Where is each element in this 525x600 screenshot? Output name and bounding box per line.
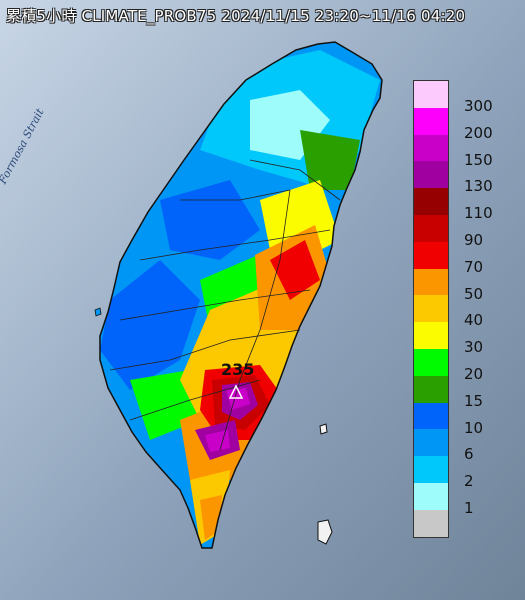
legend-label: 15 (464, 391, 484, 410)
legend-label: 90 (464, 230, 484, 249)
legend-swatch (414, 509, 448, 537)
peak-marker-icon (228, 384, 244, 399)
legend-label: 10 (464, 418, 484, 437)
legend-swatch (414, 161, 448, 189)
legend-swatch (414, 402, 448, 430)
legend-label: 20 (464, 364, 484, 383)
legend-swatch (414, 295, 448, 323)
legend-label: 150 (464, 150, 493, 169)
legend-swatch (414, 348, 448, 376)
legend-swatch (414, 188, 448, 215)
legend-label: 2 (464, 472, 474, 491)
legend-swatch (414, 107, 448, 135)
legend-swatch (414, 375, 448, 403)
legend-swatch (414, 134, 448, 162)
legend-swatch (414, 429, 448, 457)
legend-swatch (414, 81, 448, 108)
offshore-islands (94, 307, 333, 545)
map-title: 累積5小時 CLIMATE_PROB75 2024/11/15 23:20~11… (6, 7, 466, 25)
legend-swatch (414, 322, 448, 349)
legend-swatch (414, 214, 448, 242)
legend-label: 6 (464, 445, 474, 464)
legend-swatch (414, 268, 448, 296)
legend-label: 200 (464, 123, 493, 142)
legend-label: 50 (464, 284, 484, 303)
legend-swatch (414, 241, 448, 269)
legend-labels: 300 200 150 130 110 90 70 50 40 30 20 15 10 6 2 1 (464, 93, 493, 522)
legend-label: 1 (464, 498, 474, 517)
island-outline (99, 41, 383, 549)
legend-color-bar (413, 80, 449, 538)
legend-label: 130 (464, 177, 493, 196)
legend-label: 70 (464, 257, 484, 276)
legend-label: 40 (464, 311, 484, 330)
legend-swatch (414, 456, 448, 483)
legend-label: 30 (464, 338, 484, 357)
legend-label: 110 (464, 204, 493, 223)
legend-swatch (414, 482, 448, 510)
peak-value-label: 235 (221, 360, 255, 379)
legend-label: 300 (464, 97, 493, 115)
